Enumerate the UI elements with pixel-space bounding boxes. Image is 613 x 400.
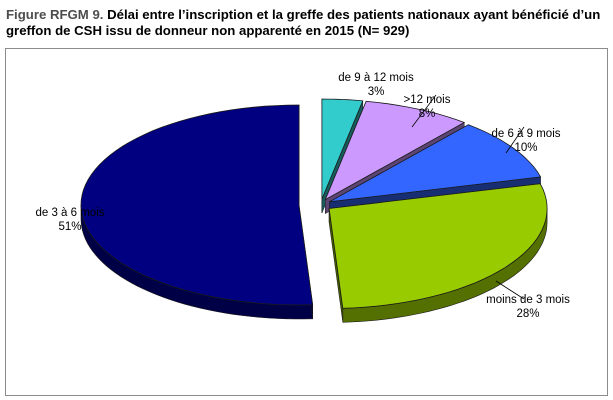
figure-title: Figure RFGM 9. Délai entre l’inscription… [6,7,606,39]
slice-percent-4: 28% [516,308,539,320]
slice-label-4: moins de 3 mois [486,294,570,306]
slice--12-mois [324,100,466,201]
slice-label-2: >12 mois [404,94,451,106]
slice-percent-5: 51% [58,221,81,233]
slice-label-1: de 9 à 12 mois [338,72,414,84]
slice-de-9-12-mois [321,98,364,200]
leader-line-4 [495,280,525,300]
slice-de-3-6-mois [80,104,314,306]
figure-number: Figure RFGM 9. [6,7,108,22]
leader-line-3 [505,126,525,154]
slice-moins-de-3-mois [328,183,548,309]
slice-percent-2: 8% [419,108,436,120]
pie-chart: de 9 à 12 mois 3% >12 mois 8% de 6 à 9 mois 1… [35,72,570,323]
slice-percent-1: 3% [368,86,385,98]
slice-percent-3: 10% [514,142,537,154]
figure-caption: Délai entre l’inscription et la greffe d… [6,7,601,38]
slice-de-6-9-mois [329,124,542,203]
slice-label-5: de 3 à 6 mois [35,207,104,219]
chart-frame: de 9 à 12 mois 3% >12 mois 8% de 6 à 9 mois 1… [5,48,608,396]
slice-label-3: de 6 à 9 mois [491,128,560,140]
leader-line-2 [411,94,437,128]
